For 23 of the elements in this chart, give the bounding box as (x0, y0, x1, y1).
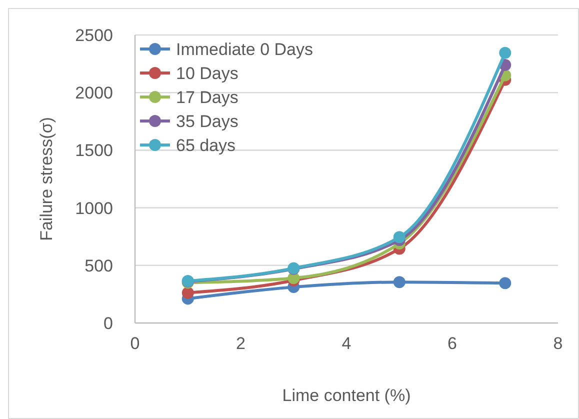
legend-label: 35 Days (176, 112, 238, 131)
x-tick-label: 0 (130, 334, 140, 353)
y-tick-label: 2500 (75, 26, 113, 45)
legend-label: Immediate 0 Days (176, 40, 313, 59)
y-axis-title: Failure stress(σ) (37, 117, 56, 241)
y-tick-label: 500 (84, 256, 113, 276)
legend-label: 65 days (176, 136, 236, 155)
x-tick-label: 6 (448, 334, 457, 353)
point (499, 277, 512, 290)
y-tick-label: 1500 (75, 141, 113, 160)
point (182, 286, 194, 299)
x-axis-title: Lime content (%) (282, 386, 411, 405)
point (393, 276, 406, 288)
x-tick-label: 2 (236, 334, 246, 353)
point (393, 231, 406, 244)
legend-label: 10 Days (176, 64, 238, 83)
y-tick-label: 0 (104, 314, 113, 333)
y-tick-label: 2000 (75, 84, 113, 103)
x-tick-label: 4 (342, 334, 352, 353)
point (499, 46, 512, 59)
y-tick-label: 1000 (75, 198, 113, 218)
x-tick-label: 8 (553, 334, 563, 353)
legend-label: 17 Days (176, 88, 238, 107)
